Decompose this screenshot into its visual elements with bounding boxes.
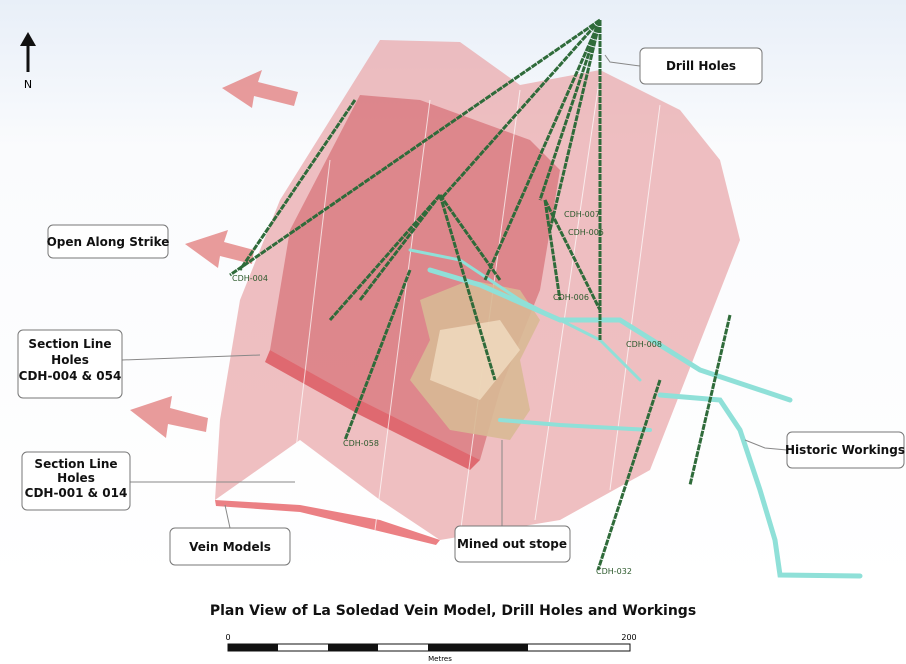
callout-box	[17, 329, 123, 399]
callout-text: Mined out stope	[457, 537, 567, 551]
callout-box	[47, 224, 169, 259]
hole-label: CDH-004	[232, 274, 268, 283]
callout-text: CDH-004 & 054	[19, 369, 122, 383]
historic-workings	[408, 248, 863, 579]
hole-label: CDH-005	[568, 228, 604, 237]
callout-box	[786, 431, 905, 469]
north-label: N	[24, 78, 32, 91]
callout-text: Section Line	[34, 457, 117, 471]
scale-unit: Metres	[428, 655, 452, 663]
callouts: Drill Holes Open Along Strike Section Li…	[17, 47, 905, 566]
callout-text: CDH-001 & 014	[25, 486, 128, 500]
callout-box	[21, 451, 131, 511]
scale-bar: 0 200 Metres	[225, 633, 636, 663]
caption: Plan View of La Soledad Vein Model, Dril…	[210, 603, 696, 619]
callout-text: Drill Holes	[666, 59, 736, 73]
hole-label: CDH-008	[626, 340, 662, 349]
scale-end: 200	[621, 633, 636, 642]
callout-text: Open Along Strike	[47, 235, 170, 249]
callout-text: Vein Models	[189, 540, 271, 554]
mined-out-stope	[410, 280, 540, 440]
strike-arrows	[130, 70, 298, 438]
north-arrow: N	[20, 32, 36, 91]
callout-box	[454, 525, 571, 563]
callout-text: Historic Workings	[785, 443, 905, 457]
hole-label: CDH-006	[553, 293, 589, 302]
callout-box	[639, 47, 763, 85]
callout-text: Section Line	[28, 337, 111, 351]
hole-label: CDH-058	[343, 439, 379, 448]
callout-box	[169, 527, 291, 566]
callout-text: Holes	[51, 353, 89, 367]
hole-label: CDH-007	[564, 210, 600, 219]
hole-labels: CDH-004 CDH-007 CDH-005 CDH-006 CDH-008 …	[232, 210, 662, 576]
drill-holes	[229, 18, 732, 571]
callout-text: Holes	[57, 471, 95, 485]
hole-label: CDH-032	[596, 567, 632, 576]
scale-start: 0	[225, 633, 230, 642]
